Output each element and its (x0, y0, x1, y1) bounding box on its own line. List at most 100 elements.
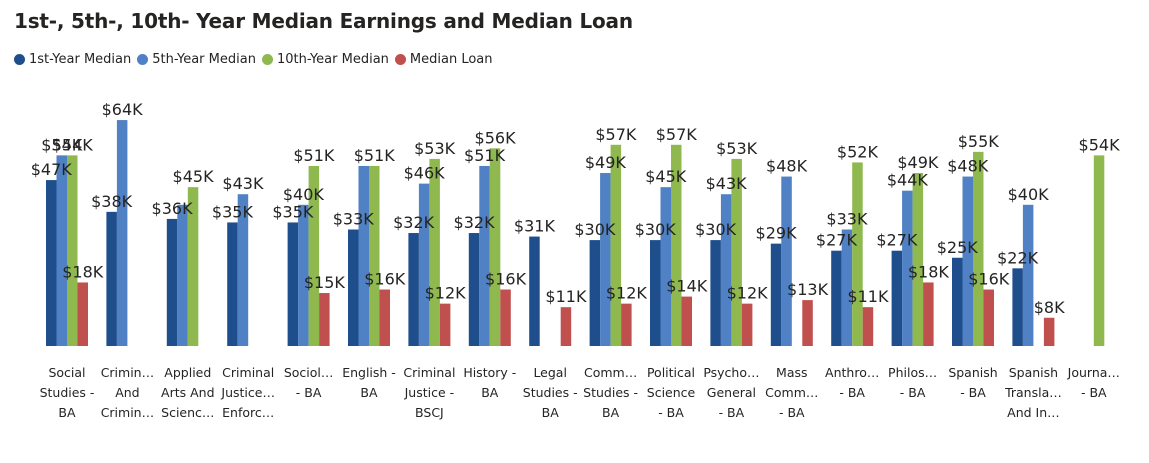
bar-5th-year[interactable] (902, 190, 913, 346)
data-label: $30K (574, 220, 616, 239)
x-tick-label: Mass Comm… - BA (765, 365, 818, 420)
data-label: $35K (272, 202, 314, 221)
bar-10th-year[interactable] (308, 165, 320, 346)
bar-1st-year[interactable] (1012, 268, 1023, 346)
data-label: $33K (826, 210, 868, 229)
x-tick-label: Spanish - BA (948, 365, 997, 400)
bar-median-loan[interactable] (500, 289, 511, 346)
data-label: $51K (354, 146, 396, 165)
data-label: $8K (1034, 298, 1065, 317)
bar-5th-year[interactable] (177, 204, 188, 346)
x-tick-label: Crimin… And Crimin… (101, 365, 154, 420)
bar-1st-year[interactable] (348, 229, 359, 346)
bar-1st-year[interactable] (710, 240, 721, 346)
bar-median-loan[interactable] (983, 289, 995, 346)
bar-5th-year[interactable] (56, 155, 68, 346)
bar-5th-year[interactable] (781, 176, 792, 346)
x-tick-label: Sociol… - BA (284, 365, 334, 400)
data-label: $11K (545, 287, 587, 306)
legend-item-median-loan[interactable]: Median Loan (394, 52, 493, 67)
data-label: $52K (837, 142, 879, 161)
bar-median-loan[interactable] (379, 289, 391, 346)
data-label: $27K (816, 231, 858, 250)
bar-median-loan[interactable] (1043, 317, 1055, 346)
data-label: $12K (727, 284, 769, 303)
bar-median-loan[interactable] (439, 303, 451, 346)
data-label: $40K (1008, 185, 1050, 204)
bar-median-loan[interactable] (77, 282, 89, 346)
bar-5th-year[interactable] (600, 173, 611, 346)
bar-1st-year[interactable] (831, 250, 842, 346)
bar-10th-year[interactable] (671, 144, 682, 346)
bar-1st-year[interactable] (952, 257, 963, 346)
bar-10th-year[interactable] (610, 144, 622, 346)
bar-median-loan[interactable] (681, 296, 693, 346)
bar-10th-year[interactable] (429, 158, 440, 346)
bar-10th-year[interactable] (1093, 155, 1105, 346)
bar-10th-year[interactable] (489, 148, 501, 346)
legend-swatch-10th-year (261, 54, 273, 65)
data-label: $47K (31, 160, 73, 179)
bar-10th-year[interactable] (852, 162, 863, 346)
data-label: $27K (876, 231, 918, 250)
bar-median-loan[interactable] (923, 282, 934, 346)
data-label: $16K (364, 270, 406, 289)
bar-1st-year[interactable] (589, 240, 601, 346)
bar-median-loan[interactable] (621, 303, 632, 346)
bar-5th-year[interactable] (116, 120, 128, 346)
bar-1st-year[interactable] (106, 211, 117, 346)
bar-1st-year[interactable] (468, 233, 480, 346)
legend-item-5th-year[interactable]: 5th-Year Median (137, 52, 256, 67)
bar-10th-year[interactable] (369, 165, 380, 346)
bar-1st-year[interactable] (770, 243, 782, 346)
data-label: $55K (958, 132, 1000, 151)
data-label: $64K (102, 100, 144, 119)
legend-item-1st-year[interactable]: 1st-Year Median (14, 52, 131, 67)
data-label: $43K (222, 174, 264, 193)
bar-median-loan[interactable] (862, 307, 874, 346)
bar-1st-year[interactable] (166, 218, 178, 346)
data-label: $13K (787, 280, 829, 299)
bar-1st-year[interactable] (529, 236, 540, 346)
data-label: $43K (706, 174, 748, 193)
bar-5th-year[interactable] (1022, 204, 1034, 346)
legend-label-5th-year: 5th-Year Median (152, 52, 256, 67)
bar-5th-year[interactable] (418, 183, 430, 346)
bar-10th-year[interactable] (67, 155, 78, 346)
bar-5th-year[interactable] (660, 187, 672, 346)
data-label: $56K (475, 128, 517, 147)
bar-1st-year[interactable] (227, 222, 238, 346)
bar-5th-year[interactable] (720, 194, 732, 346)
x-tick-label: Criminal Justice -BSCJ (403, 365, 455, 420)
bar-median-loan[interactable] (741, 303, 753, 346)
bar-5th-year[interactable] (298, 204, 309, 346)
data-label: $54K (41, 135, 83, 154)
data-label: $54K (52, 135, 94, 154)
data-label: $53K (414, 139, 456, 158)
bar-5th-year[interactable] (962, 176, 974, 346)
bar-5th-year[interactable] (479, 165, 490, 346)
bar-median-loan[interactable] (560, 307, 572, 346)
data-label: $44K (887, 171, 929, 190)
data-label: $18K (62, 262, 104, 281)
legend-swatch-1st-year (14, 54, 25, 65)
bar-10th-year[interactable] (912, 173, 924, 346)
bar-1st-year[interactable] (287, 222, 299, 346)
bar-1st-year[interactable] (46, 180, 57, 346)
x-tick-label: Social Studies -BA (40, 365, 95, 420)
bar-5th-year[interactable] (841, 229, 853, 346)
legend-item-10th-year[interactable]: 10th-Year Median (261, 52, 389, 67)
data-label: $30K (635, 220, 677, 239)
data-label: $36K (152, 199, 194, 218)
bar-10th-year[interactable] (973, 151, 984, 346)
bar-median-loan[interactable] (802, 300, 813, 346)
bar-1st-year[interactable] (891, 250, 903, 346)
bar-5th-year[interactable] (237, 194, 249, 346)
bar-median-loan[interactable] (319, 293, 330, 346)
bar-1st-year[interactable] (650, 240, 661, 346)
bar-10th-year[interactable] (187, 187, 199, 346)
bar-5th-year[interactable] (358, 165, 370, 346)
bar-1st-year[interactable] (408, 233, 419, 346)
bar-10th-year[interactable] (731, 158, 742, 346)
